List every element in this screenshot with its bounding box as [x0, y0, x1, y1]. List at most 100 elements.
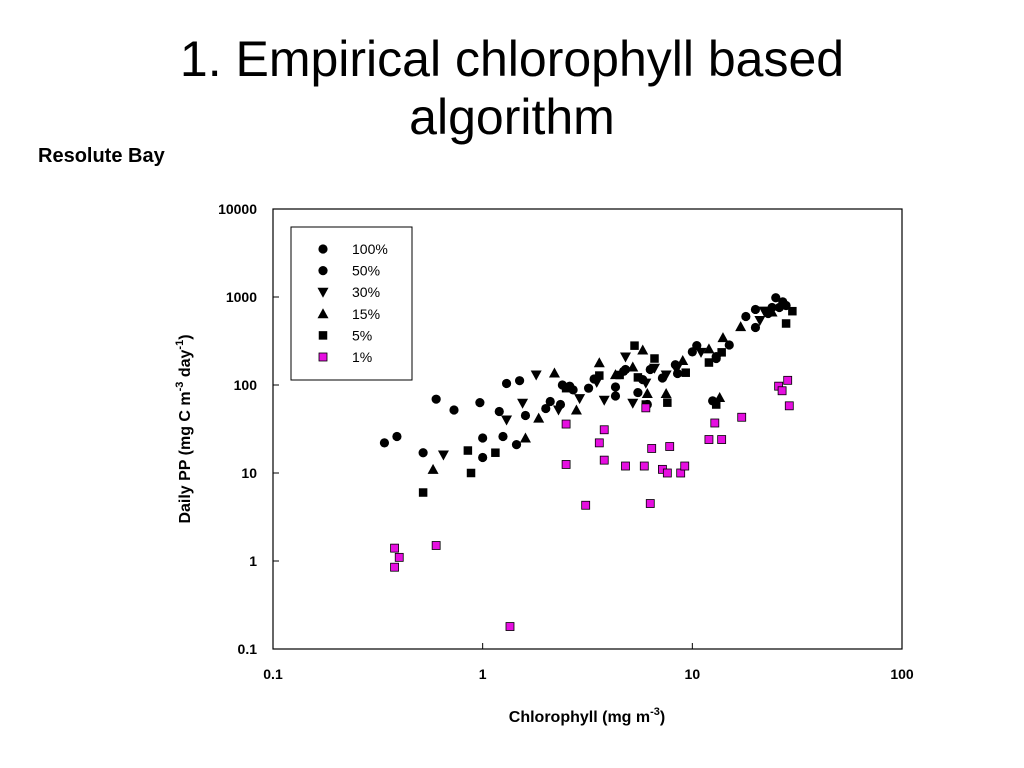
- data-point: [641, 403, 651, 413]
- data-point: [741, 311, 751, 322]
- data-point: [561, 383, 571, 393]
- data-points: [379, 293, 797, 631]
- data-point: [735, 321, 747, 332]
- data-point: [627, 398, 639, 409]
- data-point: [777, 297, 789, 308]
- data-point: [633, 387, 643, 398]
- data-point: [514, 376, 525, 386]
- data-point: [427, 463, 439, 474]
- data-point: [703, 343, 715, 354]
- y-tick-label: 0.1: [238, 641, 258, 657]
- legend-label: 30%: [352, 284, 380, 300]
- data-point: [660, 370, 672, 381]
- data-point: [650, 354, 659, 363]
- data-point: [695, 347, 707, 358]
- data-point: [750, 322, 761, 333]
- data-point: [620, 352, 632, 363]
- data-point: [621, 461, 630, 471]
- x-tick-label: 0.1: [263, 666, 283, 682]
- data-point: [541, 403, 551, 414]
- y-tick-label: 1000: [226, 289, 257, 305]
- legend-marker: [318, 331, 328, 340]
- data-point: [665, 442, 675, 451]
- data-point: [501, 415, 513, 426]
- y-tick-label: 10: [241, 465, 257, 481]
- legend-label: 15%: [352, 306, 380, 322]
- slide-title-line-2: algorithm: [409, 89, 615, 145]
- data-point: [392, 431, 402, 442]
- data-point: [494, 406, 504, 417]
- legend-label: 1%: [352, 349, 372, 365]
- data-point: [610, 391, 621, 401]
- data-point: [639, 461, 649, 471]
- data-point: [704, 358, 714, 367]
- legend-marker: [317, 287, 329, 298]
- data-point: [390, 562, 399, 572]
- data-point: [463, 446, 473, 455]
- data-point: [511, 440, 522, 450]
- data-point: [548, 367, 560, 378]
- data-point: [418, 488, 428, 497]
- data-point: [533, 412, 545, 423]
- data-point: [478, 433, 488, 443]
- data-point: [754, 316, 766, 327]
- data-point: [498, 431, 508, 442]
- data-point: [677, 354, 689, 365]
- data-point: [717, 348, 726, 357]
- data-point: [501, 378, 512, 389]
- data-point: [610, 382, 621, 392]
- data-point: [630, 341, 639, 350]
- data-point: [570, 404, 582, 415]
- data-point: [568, 385, 578, 395]
- data-point: [660, 388, 672, 399]
- data-point: [641, 388, 653, 399]
- data-point: [437, 450, 449, 461]
- data-point: [379, 438, 390, 448]
- slide-title: 1. Empirical chlorophyll based algorithm: [0, 30, 1024, 146]
- data-point: [711, 400, 721, 409]
- data-point: [627, 361, 639, 372]
- data-point: [595, 371, 604, 380]
- data-point: [530, 370, 542, 381]
- data-point: [599, 455, 609, 465]
- data-point: [663, 398, 672, 407]
- data-point: [687, 347, 697, 357]
- data-point: [583, 383, 594, 393]
- legend-marker: [318, 266, 328, 276]
- data-point: [591, 377, 603, 388]
- y-tick-label: 1: [249, 553, 257, 569]
- data-point: [449, 405, 459, 415]
- data-point: [637, 344, 649, 355]
- y-tick-label: 100: [234, 377, 258, 393]
- data-point: [593, 357, 605, 368]
- slide-title-line-1: 1. Empirical chlorophyll based: [179, 31, 845, 87]
- legend-box: [290, 226, 413, 381]
- data-point: [574, 394, 586, 405]
- x-axis-title: Chlorophyll (mg m-3): [509, 706, 665, 726]
- data-point: [553, 405, 565, 416]
- data-point: [598, 395, 610, 406]
- data-point: [777, 386, 787, 396]
- data-point: [394, 552, 404, 562]
- legend-label: 5%: [352, 327, 372, 343]
- data-point: [615, 370, 624, 380]
- legend-marker: [318, 352, 328, 362]
- legend: 100% 50% 30% 15% 5% 1%: [290, 226, 413, 381]
- data-point: [431, 394, 441, 404]
- data-point: [418, 448, 428, 458]
- data-point: [561, 460, 571, 469]
- data-point: [475, 398, 485, 408]
- y-axis-title: Daily PP (mg C m-3 day-1): [174, 334, 194, 523]
- legend-label: 50%: [352, 263, 380, 279]
- data-point: [680, 461, 690, 471]
- data-point: [662, 468, 672, 478]
- data-point: [710, 418, 720, 428]
- axis-ticks: 0.1 1 10 100 0.1 1 10 100 1000 10000: [218, 201, 914, 682]
- data-point: [681, 368, 690, 377]
- legend-items: 100% 50% 30% 15% 5% 1%: [317, 241, 388, 365]
- data-point: [704, 435, 714, 444]
- data-point: [766, 306, 778, 317]
- data-point: [478, 452, 488, 463]
- data-point: [645, 499, 655, 508]
